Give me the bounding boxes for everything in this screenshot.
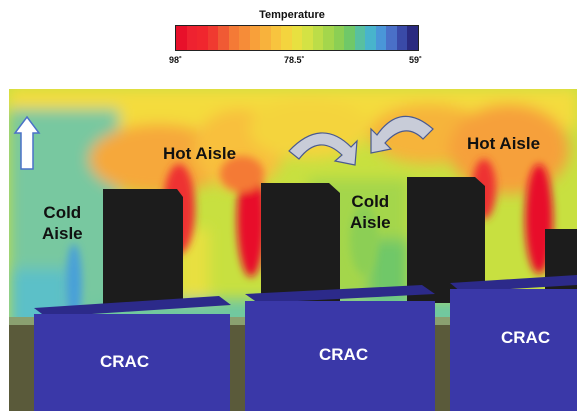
temperature-legend-title: Temperature <box>259 9 325 21</box>
legend-min-label: 59˚ <box>409 55 423 65</box>
server-rack-2 <box>261 183 340 304</box>
colorbar-swatch <box>197 26 208 50</box>
cold-aisle-left-line1: Cold <box>43 203 82 222</box>
cold-aisle-left-label: Cold Aisle <box>42 202 83 244</box>
colorbar-swatch <box>396 26 408 50</box>
colorbar-swatch <box>218 26 229 50</box>
cold-aisle-mid-line2: Aisle <box>350 213 391 232</box>
up-arrow-icon <box>13 115 41 170</box>
colorbar-swatch <box>375 26 387 50</box>
cold-aisle-mid-label: Cold Aisle <box>350 191 391 233</box>
colorbar-swatch <box>344 26 355 50</box>
colorbar-swatch <box>407 26 418 50</box>
crac-right-label: CRAC <box>501 328 551 347</box>
cold-aisle-mid-line1: Cold <box>351 192 390 211</box>
colorbar-swatch <box>312 26 324 50</box>
colorbar-swatch <box>302 26 313 50</box>
crac-left-label: CRAC <box>100 352 150 371</box>
legend-mid-label: 78.5˚ <box>284 55 305 65</box>
colorbar-swatch <box>323 26 334 50</box>
colorbar-swatch <box>186 26 198 50</box>
temperature-field-scene: Hot Aisle Hot Aisle Cold Aisle Cold Aisl… <box>9 89 577 411</box>
colorbar-swatch <box>207 26 219 50</box>
crac-unit-1 <box>34 314 230 411</box>
colorbar-swatch <box>260 26 271 50</box>
cold-aisle-left-line2: Aisle <box>42 224 83 243</box>
colorbar-swatch <box>354 26 366 50</box>
temperature-colorbar <box>175 25 419 51</box>
server-rack-1 <box>103 189 183 307</box>
colorbar-swatch <box>249 26 261 50</box>
crac-unit-3 <box>450 289 577 411</box>
colorbar-swatch <box>270 26 282 50</box>
colorbar-swatch <box>386 26 397 50</box>
colorbar-swatch <box>281 26 292 50</box>
crac-mid-label: CRAC <box>319 345 369 364</box>
colorbar-swatch <box>228 26 240 50</box>
crac-unit-2 <box>245 301 435 411</box>
colorbar-swatch <box>176 26 187 50</box>
legend-max-label: 98˚ <box>169 55 183 65</box>
recirculation-arrow-icon <box>288 115 434 166</box>
hot-aisle-left-label: Hot Aisle <box>163 144 237 163</box>
colorbar-swatch <box>239 26 250 50</box>
thermal-map <box>9 89 577 411</box>
colorbar-swatch <box>291 26 303 50</box>
hot-aisle-right-label: Hot Aisle <box>467 134 541 153</box>
server-rack-3 <box>407 177 485 303</box>
colorbar-swatch <box>333 26 345 50</box>
colorbar-swatch <box>365 26 376 50</box>
